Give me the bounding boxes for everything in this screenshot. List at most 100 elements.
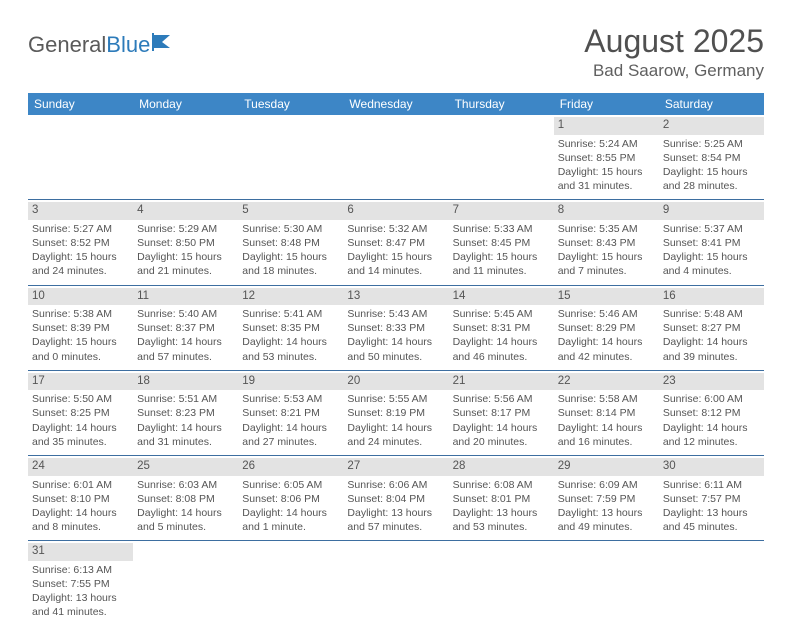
calendar-day-cell: 11Sunrise: 5:40 AMSunset: 8:37 PMDayligh… xyxy=(133,285,238,370)
daylight-line: Daylight: 15 hours and 18 minutes. xyxy=(242,250,339,278)
sunset-line: Sunset: 8:27 PM xyxy=(663,321,760,335)
calendar-empty-cell xyxy=(238,115,343,200)
sunrise-line: Sunrise: 5:38 AM xyxy=(32,307,129,321)
sunrise-line: Sunrise: 6:11 AM xyxy=(663,478,760,492)
sunrise-line: Sunrise: 5:46 AM xyxy=(558,307,655,321)
day-number: 25 xyxy=(133,458,238,476)
sunrise-line: Sunrise: 5:27 AM xyxy=(32,222,129,236)
sunset-line: Sunset: 8:21 PM xyxy=(242,406,339,420)
brand-part1: General xyxy=(28,32,106,58)
sunset-line: Sunset: 8:25 PM xyxy=(32,406,129,420)
calendar-day-cell: 2Sunrise: 5:25 AMSunset: 8:54 PMDaylight… xyxy=(659,115,764,200)
calendar-table: SundayMondayTuesdayWednesdayThursdayFrid… xyxy=(28,93,764,625)
calendar-day-cell: 10Sunrise: 5:38 AMSunset: 8:39 PMDayligh… xyxy=(28,285,133,370)
day-number: 20 xyxy=(343,373,448,391)
daylight-line: Daylight: 14 hours and 50 minutes. xyxy=(347,335,444,363)
calendar-empty-cell xyxy=(133,115,238,200)
title-block: August 2025 Bad Saarow, Germany xyxy=(584,24,764,81)
calendar-day-cell: 22Sunrise: 5:58 AMSunset: 8:14 PMDayligh… xyxy=(554,370,659,455)
calendar-day-cell: 12Sunrise: 5:41 AMSunset: 8:35 PMDayligh… xyxy=(238,285,343,370)
calendar-day-cell: 27Sunrise: 6:06 AMSunset: 8:04 PMDayligh… xyxy=(343,456,448,541)
sunset-line: Sunset: 8:33 PM xyxy=(347,321,444,335)
calendar-day-cell: 13Sunrise: 5:43 AMSunset: 8:33 PMDayligh… xyxy=(343,285,448,370)
calendar-day-cell: 18Sunrise: 5:51 AMSunset: 8:23 PMDayligh… xyxy=(133,370,238,455)
calendar-day-cell: 17Sunrise: 5:50 AMSunset: 8:25 PMDayligh… xyxy=(28,370,133,455)
sunrise-line: Sunrise: 5:24 AM xyxy=(558,137,655,151)
sunset-line: Sunset: 8:12 PM xyxy=(663,406,760,420)
sunrise-line: Sunrise: 5:40 AM xyxy=(137,307,234,321)
calendar-body: 1 Sunrise: 5:24 AMSunset: 8:55 PM Daylight… xyxy=(28,115,764,625)
sunset-line: Sunset: 7:55 PM xyxy=(32,577,129,591)
calendar-empty-cell xyxy=(28,115,133,200)
sunset-line: Sunset: 8:39 PM xyxy=(32,321,129,335)
sunset-line: Sunset: 8:55 PM xyxy=(558,151,655,165)
brand-part2: Blue xyxy=(106,32,150,58)
daylight-line: Daylight: 15 hours and 0 minutes. xyxy=(32,335,129,363)
day-number: 22 xyxy=(554,373,659,391)
sunrise-line: Sunrise: 5:30 AM xyxy=(242,222,339,236)
day-number: 18 xyxy=(133,373,238,391)
daylight-line: Daylight: 14 hours and 27 minutes. xyxy=(242,421,339,449)
sunset-line: Sunset: 8:23 PM xyxy=(137,406,234,420)
sunset-line: Sunset: 8:01 PM xyxy=(453,492,550,506)
daylight-line: Daylight: 14 hours and 24 minutes. xyxy=(347,421,444,449)
day-number: 31 xyxy=(28,543,133,561)
sunset-line: Sunset: 8:47 PM xyxy=(347,236,444,250)
sunset-line: Sunset: 8:43 PM xyxy=(558,236,655,250)
month-title: August 2025 xyxy=(584,24,764,59)
day-number: 11 xyxy=(133,288,238,306)
daylight-line: Daylight: 14 hours and 46 minutes. xyxy=(453,335,550,363)
daylight-line: Daylight: 15 hours and 7 minutes. xyxy=(558,250,655,278)
day-number: 19 xyxy=(238,373,343,391)
weekday-header: Wednesday xyxy=(343,93,448,115)
day-number: 10 xyxy=(28,288,133,306)
daylight-line: Daylight: 13 hours and 45 minutes. xyxy=(663,506,760,534)
daylight-line: Daylight: 14 hours and 1 minute. xyxy=(242,506,339,534)
sunset-line: Sunset: 8:19 PM xyxy=(347,406,444,420)
sunset-line: Sunset: 8:08 PM xyxy=(137,492,234,506)
sunrise-line: Sunrise: 5:33 AM xyxy=(453,222,550,236)
sunrise-line: Sunrise: 6:08 AM xyxy=(453,478,550,492)
day-number: 1 xyxy=(554,117,659,135)
sunrise-line: Sunrise: 5:50 AM xyxy=(32,392,129,406)
calendar-week-row: 17Sunrise: 5:50 AMSunset: 8:25 PMDayligh… xyxy=(28,370,764,455)
sunrise-line: Sunrise: 5:51 AM xyxy=(137,392,234,406)
daylight-line: Daylight: 14 hours and 5 minutes. xyxy=(137,506,234,534)
brand-logo: GeneralBlue xyxy=(28,24,174,58)
day-number: 26 xyxy=(238,458,343,476)
calendar-day-cell: 7Sunrise: 5:33 AMSunset: 8:45 PMDaylight… xyxy=(449,200,554,285)
daylight-line: Daylight: 15 hours and 28 minutes. xyxy=(663,165,760,193)
sunrise-line: Sunrise: 6:01 AM xyxy=(32,478,129,492)
sunrise-line: Sunrise: 5:48 AM xyxy=(663,307,760,321)
daylight-line: Daylight: 15 hours and 24 minutes. xyxy=(32,250,129,278)
daylight-line: Daylight: 14 hours and 35 minutes. xyxy=(32,421,129,449)
weekday-header: Tuesday xyxy=(238,93,343,115)
calendar-day-cell: 26 Sunrise: 6:05 AMSunset: 8:06 PMDayligh… xyxy=(238,456,343,541)
sunrise-line: Sunrise: 5:35 AM xyxy=(558,222,655,236)
sunset-line: Sunset: 8:45 PM xyxy=(453,236,550,250)
calendar-day-cell: 4Sunrise: 5:29 AMSunset: 8:50 PMDaylight… xyxy=(133,200,238,285)
sunset-line: Sunset: 8:06 PM xyxy=(242,492,339,506)
calendar-day-cell: 30Sunrise: 6:11 AMSunset: 7:57 PMDayligh… xyxy=(659,456,764,541)
calendar-empty-cell xyxy=(659,541,764,625)
daylight-line: Daylight: 14 hours and 53 minutes. xyxy=(242,335,339,363)
calendar-empty-cell xyxy=(343,115,448,200)
calendar-day-cell: 24Sunrise: 6:01 AMSunset: 8:10 PMDayligh… xyxy=(28,456,133,541)
calendar-day-cell: 8Sunrise: 5:35 AMSunset: 8:43 PMDaylight… xyxy=(554,200,659,285)
calendar-week-row: 1 Sunrise: 5:24 AMSunset: 8:55 PM Daylight… xyxy=(28,115,764,200)
calendar-day-cell: 3Sunrise: 5:27 AMSunset: 8:52 PMDaylight… xyxy=(28,200,133,285)
day-number: 28 xyxy=(449,458,554,476)
daylight-line: Daylight: 14 hours and 57 minutes. xyxy=(137,335,234,363)
sunrise-line: Sunrise: 6:06 AM xyxy=(347,478,444,492)
calendar-day-cell: 25Sunrise: 6:03 AMSunset: 8:08 PMDayligh… xyxy=(133,456,238,541)
sunset-line: Sunset: 8:52 PM xyxy=(32,236,129,250)
sunrise-line: Sunrise: 6:05 AM xyxy=(242,478,339,492)
day-number: 21 xyxy=(449,373,554,391)
calendar-day-cell: 29Sunrise: 6:09 AMSunset: 7:59 PMDayligh… xyxy=(554,456,659,541)
daylight-line: Daylight: 13 hours and 49 minutes. xyxy=(558,506,655,534)
sunrise-line: Sunrise: 5:37 AM xyxy=(663,222,760,236)
daylight-line: Daylight: 13 hours and 57 minutes. xyxy=(347,506,444,534)
day-number: 15 xyxy=(554,288,659,306)
day-number: 24 xyxy=(28,458,133,476)
daylight-line: Daylight: 15 hours and 4 minutes. xyxy=(663,250,760,278)
